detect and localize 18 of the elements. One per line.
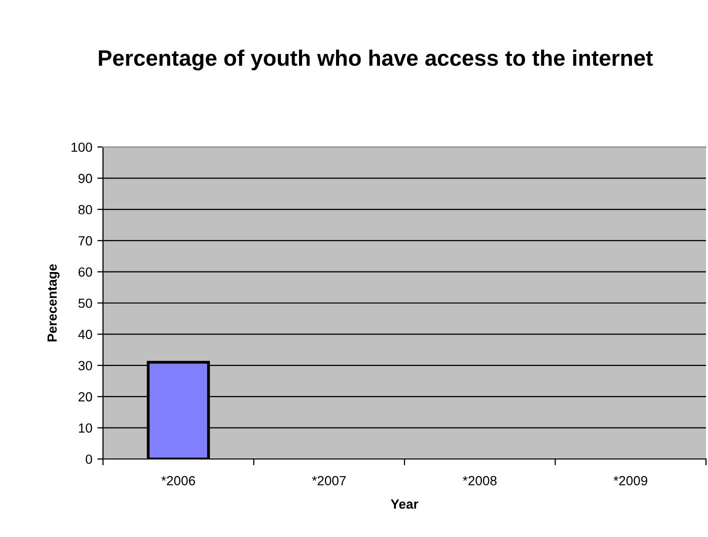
y-tick-label: 70 [78,236,92,246]
y-axis-title: Perecentage [48,264,60,342]
x-tick-label: *2008 [462,476,497,486]
y-tick-label: 90 [78,174,92,184]
x-axis-title: Year [390,500,418,509]
y-tick-label: 0 [86,454,92,464]
y-tick-label: 80 [78,204,92,214]
x-tick-label: *2007 [312,476,346,486]
y-tick-label: 60 [78,267,92,277]
y-tick-label: 10 [78,423,92,433]
y-tick-label: 100 [72,142,92,152]
y-tick-label: 40 [78,330,92,340]
y-tick-label: 30 [78,360,92,370]
y-tick-label: 50 [78,298,92,308]
y-tick-label: 20 [78,392,92,402]
x-tick-label: *2006 [161,476,196,486]
x-tick-label: *2009 [614,476,648,486]
chart-title: Percentage of youth who have access to the internet [98,50,653,70]
